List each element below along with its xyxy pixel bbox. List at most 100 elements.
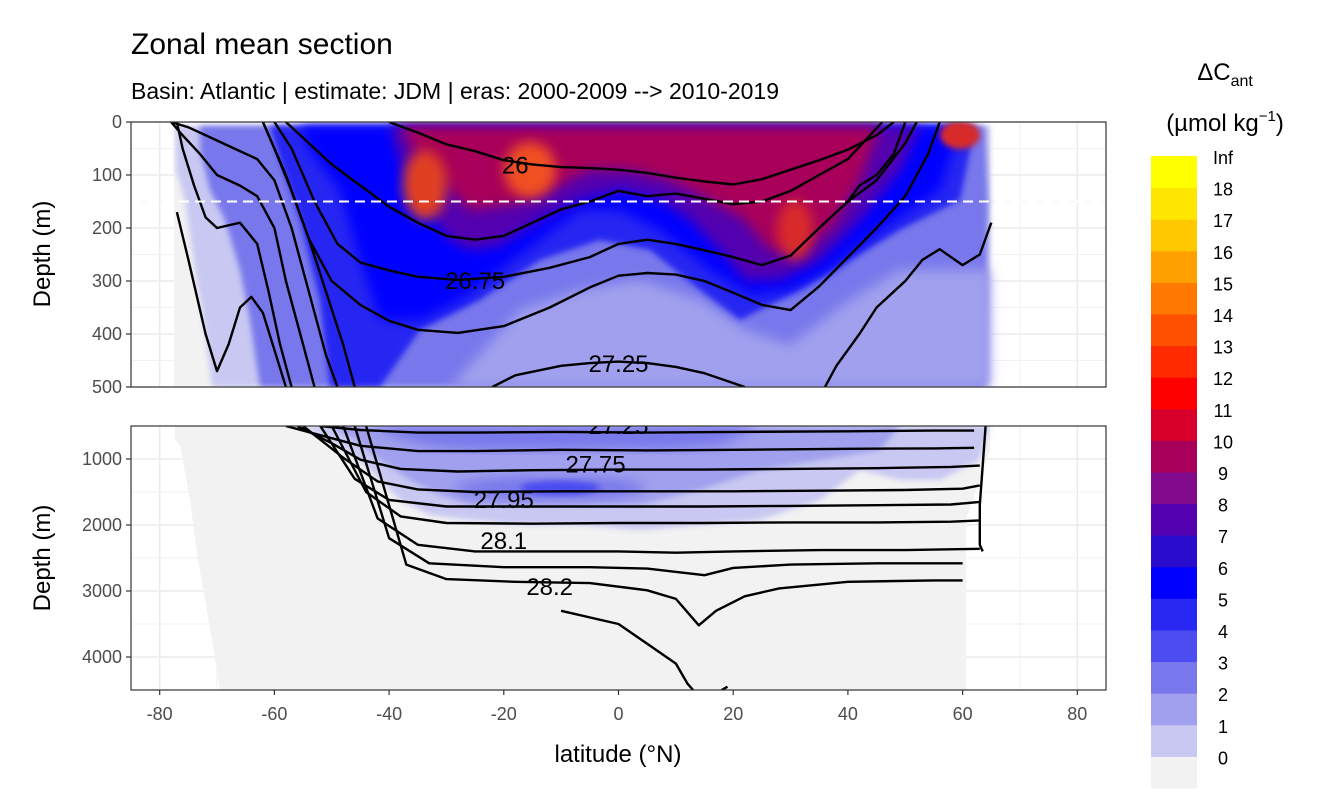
panel-bottom-y-axis: 1000 2000 3000 4000 bbox=[82, 449, 131, 667]
panel-bottom: 27.25 27.75 27.95 28.1 28.2 1000 2000 3000 4000… bbox=[29, 413, 1107, 691]
isopycnal-contour bbox=[261, 122, 356, 387]
legend-key bbox=[1151, 630, 1197, 663]
isopycnal-contour bbox=[273, 122, 918, 282]
legend-label: 12 bbox=[1213, 369, 1233, 389]
contour-label: 26 bbox=[502, 152, 529, 179]
legend-key bbox=[1151, 724, 1197, 757]
legend-label: 1 bbox=[1218, 717, 1228, 737]
fill-top-hotspot-right bbox=[777, 200, 813, 260]
legend-label: 5 bbox=[1218, 590, 1228, 610]
legend-label: 3 bbox=[1218, 654, 1228, 674]
isopycnal-contour bbox=[285, 426, 975, 453]
y-tick-label: 2000 bbox=[82, 515, 122, 535]
isopycnal-contour bbox=[175, 211, 288, 387]
contour-label: 28.1 bbox=[480, 528, 527, 555]
legend-label: 0 bbox=[1218, 748, 1228, 768]
legend-key bbox=[1151, 156, 1197, 189]
legend-key bbox=[1151, 661, 1197, 694]
legend-label: Inf bbox=[1213, 148, 1234, 168]
legend-key bbox=[1151, 219, 1197, 252]
legend-label: 15 bbox=[1213, 274, 1233, 294]
y-tick-label: 0 bbox=[112, 112, 122, 132]
isopycnal-contour bbox=[978, 426, 987, 552]
legend-key bbox=[1151, 282, 1197, 315]
legend-key bbox=[1151, 566, 1197, 599]
isopycnal-contour bbox=[285, 122, 884, 241]
panel-top: 26 26.75 27.25 0 100 200 300 400 500 Depth (m) bbox=[29, 112, 1107, 397]
isopycnal-contour bbox=[846, 122, 907, 203]
x-tick-label: -20 bbox=[491, 704, 517, 724]
contours-top: 26 26.75 27.25 bbox=[170, 122, 993, 387]
isopycnal-contour bbox=[302, 426, 981, 494]
legend-key bbox=[1151, 377, 1197, 410]
legend-label: 4 bbox=[1218, 622, 1228, 642]
y-tick-label: 500 bbox=[92, 377, 122, 397]
legend-title: ΔCant bbox=[1197, 59, 1253, 90]
x-tick-label: -80 bbox=[147, 704, 173, 724]
x-tick-label: -40 bbox=[376, 704, 402, 724]
y-tick-label: 3000 bbox=[82, 581, 122, 601]
legend-key bbox=[1151, 250, 1197, 283]
isopycnal-contour bbox=[388, 122, 895, 186]
isopycnal-contour bbox=[175, 122, 293, 387]
contour-label: 27.25 bbox=[588, 413, 648, 440]
isopycnal-contour bbox=[319, 426, 980, 508]
x-tick-label: 40 bbox=[838, 704, 858, 724]
fill-top-hotspot-left bbox=[403, 150, 447, 220]
legend-key bbox=[1151, 314, 1197, 347]
isopycnal-contour bbox=[560, 609, 695, 690]
y-tick-label: 1000 bbox=[82, 449, 122, 469]
y-tick-label: 400 bbox=[92, 324, 122, 344]
isopycnal-contour bbox=[170, 122, 339, 387]
y-tick-label: 200 bbox=[92, 218, 122, 238]
fill-top-level-2-center bbox=[450, 270, 990, 387]
panel-top-y-axis: 0 100 200 300 400 500 bbox=[92, 112, 131, 397]
fill-top-hotspot-north bbox=[940, 122, 980, 149]
legend-label: 6 bbox=[1218, 559, 1228, 579]
legend-key bbox=[1151, 598, 1197, 631]
panel-bottom-fill: 27.25 27.75 27.95 28.1 28.2 bbox=[175, 413, 990, 690]
legend-key bbox=[1151, 408, 1197, 441]
legend-label: 8 bbox=[1218, 496, 1228, 516]
legend-units: (µmol kg−1) bbox=[1166, 108, 1284, 137]
chart-subtitle: Basin: Atlantic | estimate: JDM | eras: … bbox=[131, 78, 779, 104]
legend-label: 10 bbox=[1213, 432, 1233, 452]
y-tick-label: 300 bbox=[92, 271, 122, 291]
legend: ΔCant (µmol kg−1) 0123456789101112131415… bbox=[1151, 59, 1284, 789]
panel-top-y-title: Depth (m) bbox=[29, 201, 56, 308]
contour-label: 27.75 bbox=[566, 451, 626, 478]
x-tick-label: 20 bbox=[723, 704, 743, 724]
isopycnal-contour bbox=[320, 426, 975, 434]
legend-key bbox=[1151, 440, 1197, 473]
legend-key bbox=[1151, 535, 1197, 568]
x-tick-label: 0 bbox=[613, 704, 623, 724]
fill-top-hotspot-center bbox=[504, 142, 556, 198]
legend-label: 16 bbox=[1213, 243, 1233, 263]
legend-label: 11 bbox=[1214, 401, 1233, 421]
legend-key bbox=[1151, 503, 1197, 536]
legend-label: 7 bbox=[1218, 527, 1228, 547]
legend-key bbox=[1151, 345, 1197, 378]
x-axis: -80 -60 -40 -20 0 20 40 60 80 bbox=[147, 690, 1087, 724]
contours-bottom: 27.25 27.75 27.95 28.1 28.2 bbox=[285, 413, 987, 690]
legend-key bbox=[1151, 472, 1197, 505]
x-tick-label: 60 bbox=[953, 704, 973, 724]
isopycnal-contour bbox=[364, 426, 963, 627]
contour-label: 27.95 bbox=[474, 487, 534, 514]
isopycnal-contour bbox=[261, 122, 941, 335]
x-tick-label: -60 bbox=[261, 704, 287, 724]
contour-label: 27.25 bbox=[588, 351, 648, 378]
panel-top-fill: 26 26.75 27.25 bbox=[170, 122, 993, 387]
y-tick-label: 100 bbox=[92, 165, 122, 185]
legend-label: 14 bbox=[1213, 306, 1233, 326]
isopycnal-contour bbox=[491, 360, 746, 387]
panel-bottom-y-title: Depth (m) bbox=[29, 505, 56, 612]
legend-label: 17 bbox=[1213, 211, 1233, 231]
legend-key bbox=[1151, 756, 1197, 789]
legend-label: 9 bbox=[1218, 464, 1228, 484]
legend-label: 18 bbox=[1213, 180, 1233, 200]
isopycnal-contour bbox=[823, 222, 993, 387]
contour-label: 26.75 bbox=[445, 268, 505, 295]
